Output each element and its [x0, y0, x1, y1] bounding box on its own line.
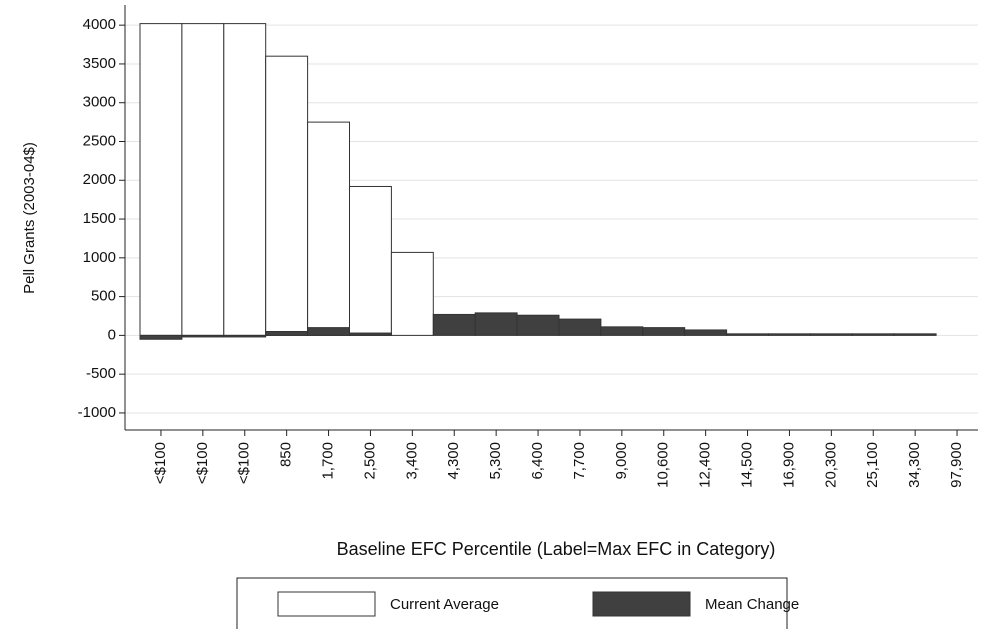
x-tick-label: 34,300 — [906, 442, 923, 488]
y-tick-label: -500 — [86, 365, 116, 382]
bar — [390, 251, 434, 336]
bar — [349, 185, 392, 336]
x-tick-label: 16,900 — [780, 442, 797, 488]
bar — [600, 326, 644, 336]
x-tick-label: 850 — [278, 442, 295, 467]
bar — [265, 55, 309, 336]
bar — [139, 334, 183, 340]
x-tick-label: 4,300 — [445, 442, 462, 480]
bar — [516, 314, 560, 336]
bar — [139, 23, 183, 336]
x-axis-label: Baseline EFC Percentile (Label=Max EFC i… — [337, 539, 776, 559]
bar — [432, 313, 476, 336]
y-tick-label: 2500 — [83, 132, 116, 149]
x-tick-label: 5,300 — [487, 442, 504, 480]
y-tick-label: 2000 — [83, 171, 116, 188]
bar — [265, 331, 309, 336]
bar — [223, 334, 267, 338]
bar — [558, 318, 602, 336]
x-tick-label: 12,400 — [697, 442, 714, 488]
bar — [307, 121, 351, 336]
bar — [474, 312, 518, 336]
bar — [642, 327, 686, 336]
x-tick-label: 6,400 — [529, 442, 546, 480]
x-tick-label: 14,500 — [739, 442, 756, 488]
y-tick-label: 4000 — [83, 16, 116, 33]
legend-swatch — [592, 591, 691, 617]
x-tick-label: 97,900 — [948, 442, 965, 488]
y-axis-label: Pell Grants (2003-04$) — [21, 142, 38, 294]
x-tick-label: 9,000 — [613, 442, 630, 480]
bar — [181, 23, 225, 336]
y-tick-label: 3000 — [83, 94, 116, 111]
x-tick-label: 25,100 — [864, 442, 881, 488]
bar — [809, 333, 853, 336]
x-tick-label: <$100 — [194, 442, 211, 484]
bar — [893, 333, 937, 336]
bar — [684, 329, 728, 336]
bar — [768, 333, 811, 336]
x-tick-label: 2,500 — [361, 442, 378, 480]
x-tick-label: 3,400 — [403, 442, 420, 480]
y-tick-label: 1000 — [83, 249, 116, 266]
bar — [726, 333, 769, 336]
x-tick-label: 10,600 — [655, 442, 672, 488]
bar — [851, 333, 895, 336]
y-tick-label: 0 — [108, 326, 116, 343]
x-tick-label: 7,700 — [571, 442, 588, 480]
y-tick-label: 500 — [91, 288, 116, 305]
bar — [181, 334, 225, 338]
bar — [223, 23, 267, 336]
legend-label: Mean Change — [705, 596, 799, 613]
y-tick-label: -1000 — [78, 404, 116, 421]
x-tick-label: <$100 — [236, 442, 253, 484]
x-tick-label: <$100 — [152, 442, 169, 484]
x-tick-label: 20,300 — [822, 442, 839, 488]
bar — [349, 332, 392, 336]
bar — [307, 327, 351, 336]
y-tick-label: 1500 — [83, 210, 116, 227]
x-tick-label: 1,700 — [320, 442, 337, 480]
y-tick-label: 3500 — [83, 55, 116, 72]
legend-swatch — [277, 591, 376, 617]
legend-label: Current Average — [390, 596, 499, 613]
